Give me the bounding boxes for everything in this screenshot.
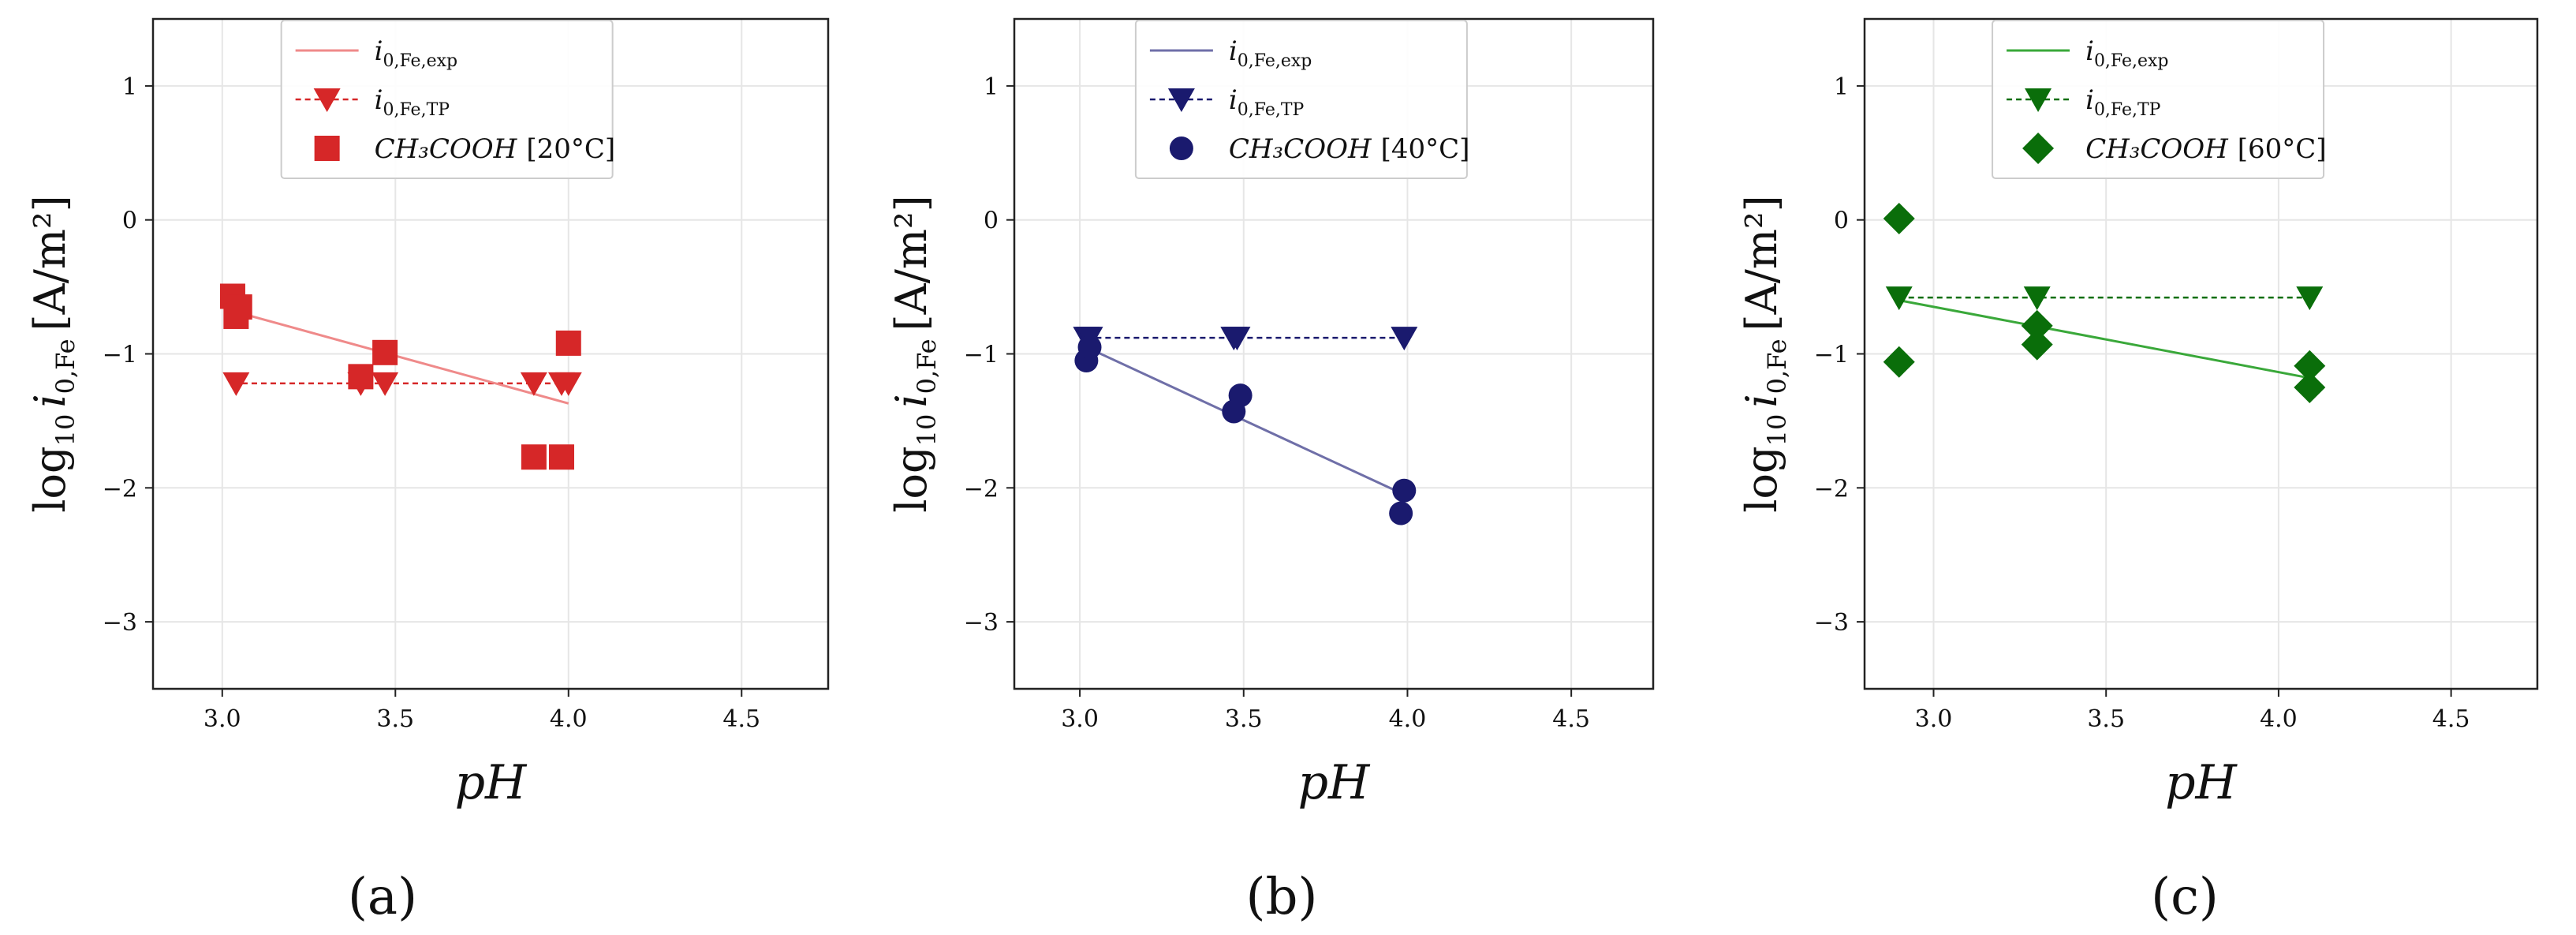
data-point bbox=[555, 330, 581, 356]
tp-point bbox=[1885, 286, 1913, 311]
x-axis-label: pH bbox=[2165, 755, 2238, 810]
panel-caption: (c) bbox=[2151, 868, 2219, 926]
y-tick-label: −1 bbox=[1814, 342, 1849, 369]
x-tick-label: 4.5 bbox=[2432, 705, 2470, 733]
legend-entry-label: i0,Fe,TP bbox=[2085, 84, 2161, 120]
y-tick-label: −2 bbox=[1814, 475, 1849, 503]
y-tick-label: −3 bbox=[964, 609, 999, 637]
exp-fit-line bbox=[1085, 346, 1405, 496]
x-tick-label: 4.5 bbox=[722, 705, 760, 733]
y-tick-label: 0 bbox=[984, 208, 999, 235]
legend-entry-label: i0,Fe,TP bbox=[1229, 84, 1305, 120]
tp-point bbox=[1223, 327, 1251, 351]
tp-point bbox=[2296, 286, 2324, 311]
tp-point bbox=[554, 372, 582, 396]
legend: i0,Fe,exp i0,Fe,TP CH₃COOH [40°C] bbox=[1134, 20, 1470, 179]
x-tick-label: 3.5 bbox=[2087, 705, 2125, 733]
y-axis-label: log10i0,Fe[A/m²] bbox=[25, 195, 80, 512]
y-tick-label: 0 bbox=[1834, 208, 1849, 235]
y-tick-label: −1 bbox=[964, 342, 999, 369]
data-point bbox=[548, 444, 574, 470]
data-point bbox=[1883, 346, 1915, 378]
tp-point bbox=[1391, 327, 1418, 351]
legend-triangle-marker bbox=[2025, 88, 2052, 112]
data-point bbox=[226, 294, 252, 320]
data-point bbox=[348, 364, 374, 390]
x-tick-label: 4.5 bbox=[1552, 705, 1590, 733]
x-tick-label: 3.0 bbox=[203, 705, 241, 733]
data-point bbox=[372, 339, 398, 365]
exp-fit-line bbox=[1898, 299, 2310, 380]
data-point bbox=[1077, 335, 1102, 360]
data-point bbox=[1883, 203, 1915, 235]
tp-point bbox=[2023, 286, 2051, 311]
panel-c: 3.0 3.5 4.0 4.5 1 0 −1 −2 −3 pH log10i0,Fe[A/m²] i0… bbox=[1737, 17, 2539, 926]
y-tick-label: −3 bbox=[1814, 609, 1849, 637]
legend-entry-label: CH₃COOH [20°C] bbox=[375, 133, 616, 165]
legend-data-marker bbox=[2022, 133, 2055, 164]
legend: i0,Fe,exp i0,Fe,TP CH₃COOH [20°C] bbox=[280, 20, 616, 179]
legend-box bbox=[1992, 20, 2325, 179]
data-point bbox=[1228, 383, 1253, 408]
x-tick-label: 3.5 bbox=[376, 705, 414, 733]
tp-point bbox=[371, 372, 399, 396]
x-tick-label: 3.0 bbox=[1061, 705, 1099, 733]
y-tick-label: −2 bbox=[103, 475, 137, 503]
y-tick-label: −3 bbox=[103, 609, 137, 637]
x-tick-label: 3.5 bbox=[1225, 705, 1263, 733]
panel-a: 3.0 3.5 4.0 4.5 1 0 −1 −2 −3 pH log10i0,Fe[A/m²] i0… bbox=[25, 17, 830, 926]
y-tick-label: 1 bbox=[122, 73, 137, 101]
y-tick-label: −2 bbox=[964, 475, 999, 503]
tp-point bbox=[520, 372, 547, 396]
x-axis-label: pH bbox=[455, 755, 528, 810]
y-tick-label: 0 bbox=[122, 208, 137, 235]
legend-triangle-marker bbox=[313, 88, 341, 112]
panel-caption: (a) bbox=[348, 868, 417, 926]
tp-point bbox=[222, 372, 250, 396]
y-tick-label: 1 bbox=[984, 73, 999, 101]
y-axis-label: log10i0,Fe[A/m²] bbox=[1737, 195, 1792, 512]
data-point bbox=[1392, 478, 1417, 503]
y-tick-label: −1 bbox=[103, 342, 137, 369]
legend-entry-label: i0,Fe,exp bbox=[1229, 36, 1312, 71]
legend: i0,Fe,exp i0,Fe,TP CH₃COOH [60°C] bbox=[1992, 20, 2327, 179]
legend-entry-label: CH₃COOH [40°C] bbox=[1229, 133, 1470, 165]
legend-triangle-marker bbox=[1167, 88, 1195, 112]
legend-entry-label: CH₃COOH [60°C] bbox=[2085, 133, 2327, 165]
legend-entry-label: i0,Fe,exp bbox=[375, 36, 457, 71]
legend-box bbox=[280, 20, 614, 179]
x-tick-label: 3.0 bbox=[1915, 705, 1953, 733]
data-point bbox=[2021, 309, 2053, 342]
legend-box bbox=[1134, 20, 1468, 179]
data-point bbox=[521, 444, 547, 470]
panel-b: 3.0 3.5 4.0 4.5 1 0 −1 −2 −3 pH log10i0,Fe[A/m²] i0… bbox=[887, 17, 1655, 926]
data-point bbox=[2294, 371, 2326, 403]
data-point bbox=[2021, 328, 2053, 361]
legend-entry-label: i0,Fe,TP bbox=[375, 84, 450, 120]
x-tick-label: 4.0 bbox=[2260, 705, 2298, 733]
y-tick-label: 1 bbox=[1834, 73, 1849, 101]
panel-caption: (b) bbox=[1246, 868, 1318, 926]
legend-entry-label: i0,Fe,exp bbox=[2085, 36, 2168, 71]
x-tick-label: 4.0 bbox=[550, 705, 588, 733]
legend-data-marker bbox=[314, 136, 340, 161]
x-axis-label: pH bbox=[1298, 755, 1371, 810]
x-tick-label: 4.0 bbox=[1389, 705, 1427, 733]
exp-fit-line bbox=[232, 309, 569, 405]
legend-data-marker bbox=[1169, 137, 1193, 160]
data-point bbox=[2294, 350, 2326, 382]
y-axis-label: log10i0,Fe[A/m²] bbox=[887, 195, 942, 512]
data-point bbox=[1389, 501, 1413, 525]
